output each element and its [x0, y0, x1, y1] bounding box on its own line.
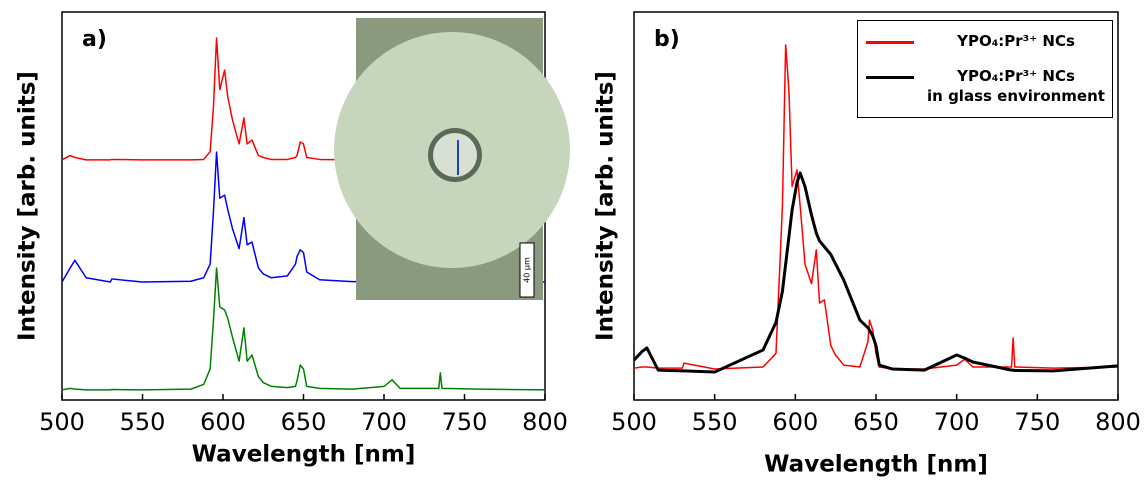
x-tick-label: 550 — [120, 408, 166, 436]
x-tick-label: 550 — [692, 408, 738, 436]
panel-label: b) — [654, 27, 680, 52]
spectrum-line — [61, 267, 546, 391]
x-tick-label: 800 — [1095, 408, 1141, 436]
legend: YPO₄:Pr³⁺ NCs YPO₄:Pr³⁺ NCs in glass envi… — [857, 20, 1113, 118]
x-tick-label: 600 — [200, 408, 246, 436]
legend-swatch — [866, 41, 914, 44]
inset-photo: 40 μm — [334, 18, 570, 300]
y-axis-title: Intensity [arb. units] — [593, 71, 619, 341]
legend-swatch — [866, 76, 914, 79]
x-tick-label: 750 — [442, 408, 488, 436]
y-axis-title: Intensity [arb. units] — [15, 71, 41, 341]
x-axis-title: Wavelength [nm] — [764, 452, 988, 478]
inset-core — [433, 133, 477, 177]
x-tick-label: 750 — [1014, 408, 1060, 436]
spectrum-line — [632, 171, 1119, 374]
spectrum-line — [633, 44, 1119, 370]
x-tick-label: 500 — [611, 408, 657, 436]
inset-scale-label: 40 μm — [523, 257, 532, 283]
x-tick-label: 600 — [772, 408, 818, 436]
x-axis-title: Wavelength [nm] — [192, 442, 416, 468]
legend-label: YPO₄:Pr³⁺ NCs — [957, 32, 1075, 50]
panel-label: a) — [82, 27, 107, 52]
x-tick-label: 650 — [281, 408, 327, 436]
x-tick-label: 800 — [522, 408, 568, 436]
x-tick-label: 650 — [853, 408, 899, 436]
x-tick-label: 700 — [361, 408, 407, 436]
inset-scale-bar — [519, 242, 535, 298]
x-tick-label: 700 — [934, 408, 980, 436]
legend-label: YPO₄:Pr³⁺ NCs in glass environment — [927, 67, 1105, 105]
x-tick-label: 500 — [39, 408, 85, 436]
